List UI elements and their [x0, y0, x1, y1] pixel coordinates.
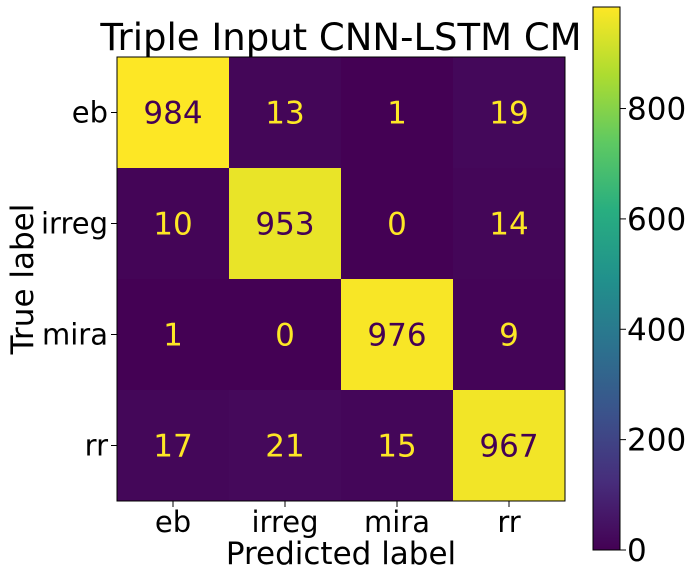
cell-value-label: 976	[367, 318, 426, 354]
x-tick-label: eb	[155, 505, 191, 539]
x-tick-label: mira	[364, 505, 430, 539]
cell-value-label: 15	[377, 429, 416, 465]
cell-value-label: 967	[479, 429, 538, 465]
colorbar-ticks: 0 200 400 600 800	[620, 92, 686, 569]
matrix-cell	[453, 390, 565, 501]
matrix-cell	[229, 168, 341, 279]
matrix-cell	[117, 279, 229, 390]
matrix-cell	[453, 168, 565, 279]
colorbar-tick-label: 600	[627, 202, 686, 238]
cell-value-label: 984	[143, 96, 202, 132]
cell-value-label: 0	[275, 318, 295, 354]
cell-value-label: 17	[153, 429, 192, 465]
x-axis-ticks: eb irreg mira rr	[155, 501, 521, 539]
cell-value-label: 1	[387, 96, 407, 132]
y-tick-label: rr	[85, 429, 108, 463]
cell-value-label: 1	[163, 318, 183, 354]
cell-value-label: 9	[499, 318, 519, 354]
y-axis-ticks: eb irreg mira rr	[41, 96, 117, 463]
cell-value-label: 10	[153, 207, 192, 243]
cell-value-label: 21	[265, 429, 304, 465]
matrix-cell	[341, 390, 453, 501]
matrix-cell	[117, 57, 229, 168]
cell-value-label: 13	[265, 96, 304, 132]
colorbar-tick-label: 0	[627, 533, 647, 569]
matrix-cell	[229, 390, 341, 501]
matrix-cell	[117, 168, 229, 279]
x-tick-label: rr	[497, 505, 520, 539]
matrix-cell	[229, 57, 341, 168]
cell-value-label: 0	[387, 207, 407, 243]
matrix-cell	[229, 279, 341, 390]
cell-value-label: 953	[255, 207, 314, 243]
chart-title: Triple Input CNN-LSTM CM	[99, 16, 581, 59]
matrix-cell	[341, 57, 453, 168]
cell-value-label: 14	[489, 207, 528, 243]
matrix-frame	[116, 56, 566, 502]
matrix-cell	[453, 57, 565, 168]
colorbar	[592, 6, 621, 551]
x-axis-label: Predicted label	[226, 536, 456, 572]
x-tick-label: irreg	[251, 505, 318, 539]
matrix-cell	[341, 168, 453, 279]
colorbar-tick-label: 200	[627, 423, 686, 459]
y-tick-label: irreg	[41, 207, 108, 241]
matrix-cell	[453, 279, 565, 390]
cell-value-label: 19	[489, 96, 528, 132]
matrix-cell	[341, 279, 453, 390]
colorbar-tick-label: 800	[627, 92, 686, 128]
matrix-cell	[117, 390, 229, 501]
y-tick-label: mira	[42, 318, 108, 352]
colorbar-tick-label: 400	[627, 312, 686, 348]
y-tick-label: eb	[72, 96, 108, 130]
y-axis-label: True label	[5, 204, 41, 356]
